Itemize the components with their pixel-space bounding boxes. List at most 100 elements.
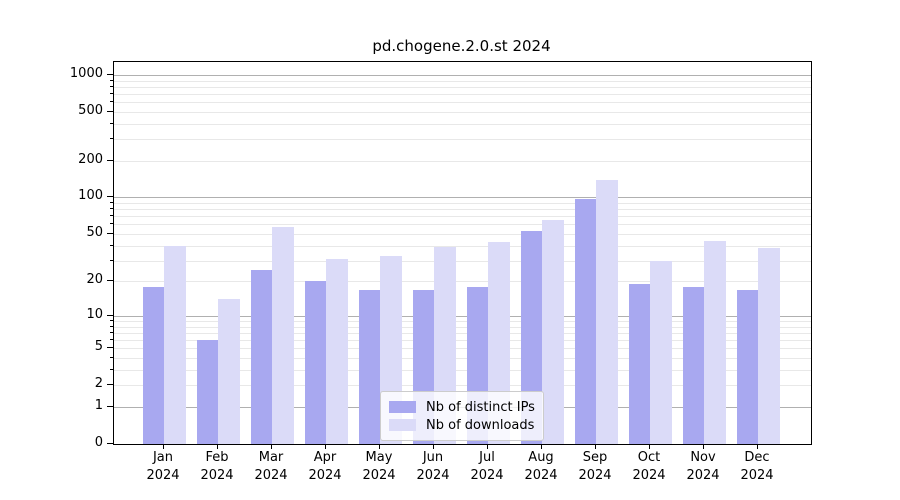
y-tick-label: 20 (86, 272, 103, 288)
y-minor-tick (110, 331, 113, 333)
minor-gridline (114, 233, 811, 235)
y-tick (107, 384, 113, 386)
x-tick-label: May 2024 (362, 450, 396, 483)
y-minor-tick (110, 85, 113, 87)
minor-gridline (114, 321, 811, 322)
major-gridline (114, 315, 811, 317)
bar-distinct-ips (574, 199, 596, 444)
y-tick (107, 347, 113, 349)
y-minor-tick (110, 368, 113, 370)
major-gridline (114, 74, 811, 76)
minor-gridline (114, 245, 811, 247)
bar-distinct-ips (196, 340, 218, 444)
y-minor-tick (110, 259, 113, 261)
y-tick-label: 100 (78, 188, 103, 204)
chart-title: pd.chogene.2.0.st 2024 (372, 37, 551, 55)
y-tick-label: 500 (78, 102, 103, 118)
x-tick (703, 444, 704, 449)
minor-gridline (114, 340, 811, 342)
bar-distinct-ips (520, 230, 542, 444)
y-tick-label: 0 (94, 435, 103, 450)
legend-item-distinct-ips: Nb of distinct IPs (389, 398, 535, 416)
y-tick-label: 200 (78, 151, 103, 167)
minor-gridline (114, 358, 811, 360)
x-tick (649, 444, 650, 449)
x-tick (325, 444, 326, 449)
bar-downloads (650, 260, 672, 444)
bar-distinct-ips (358, 289, 380, 444)
y-tick (107, 443, 113, 444)
minor-gridline (114, 111, 811, 113)
y-tick-label: 10 (86, 306, 103, 322)
minor-gridline (114, 260, 811, 262)
minor-gridline (114, 224, 811, 226)
legend: Nb of distinct IPs Nb of downloads (380, 391, 544, 441)
y-minor-tick (110, 215, 113, 217)
x-tick (433, 444, 434, 449)
bar-downloads (704, 240, 726, 444)
y-tick-label: 1 (94, 397, 103, 413)
minor-gridline (114, 332, 811, 334)
x-tick-label: Oct 2024 (632, 450, 666, 483)
y-tick (107, 232, 113, 234)
x-tick-label: Jul 2024 (470, 450, 504, 483)
minor-gridline (114, 348, 811, 350)
bar-distinct-ips (304, 281, 326, 444)
y-minor-tick (110, 202, 113, 204)
bar-distinct-ips (250, 269, 272, 444)
major-gridline (114, 197, 811, 199)
y-tick (107, 196, 113, 198)
bar-downloads (542, 220, 564, 444)
x-tick (541, 444, 542, 449)
minor-gridline (114, 326, 811, 328)
y-minor-tick (110, 325, 113, 327)
minor-gridline (114, 93, 811, 95)
x-tick (757, 444, 758, 449)
y-tick-label: 1000 (69, 65, 103, 81)
y-minor-tick (110, 244, 113, 246)
x-tick-label: Jan 2024 (146, 450, 180, 483)
x-tick-label: Dec 2024 (740, 450, 774, 483)
y-tick-label: 5 (94, 339, 103, 355)
minor-gridline (114, 123, 811, 125)
bar-downloads (272, 227, 294, 444)
x-tick-label: Apr 2024 (308, 450, 342, 483)
minor-gridline (114, 385, 811, 387)
y-minor-tick (110, 357, 113, 359)
y-minor-tick (110, 92, 113, 94)
minor-gridline (114, 86, 811, 88)
minor-gridline (114, 203, 811, 205)
bar-distinct-ips (736, 289, 758, 444)
y-tick (107, 110, 113, 112)
minor-gridline (114, 281, 811, 283)
bar-downloads (758, 248, 780, 444)
y-minor-tick (110, 101, 113, 103)
bar-downloads (596, 179, 618, 444)
x-tick (595, 444, 596, 449)
y-tick-label: 50 (86, 224, 103, 240)
y-tick (107, 280, 113, 282)
x-tick (379, 444, 380, 449)
legend-swatch-distinct-ips (389, 401, 416, 413)
legend-label-distinct-ips: Nb of distinct IPs (426, 399, 535, 415)
minor-gridline (114, 160, 811, 162)
legend-item-downloads: Nb of downloads (389, 416, 535, 434)
minor-gridline (114, 139, 811, 141)
legend-swatch-downloads (389, 419, 416, 431)
x-tick-label: Aug 2024 (524, 450, 558, 483)
x-tick (487, 444, 488, 449)
y-tick-label: 2 (94, 376, 103, 392)
legend-label-downloads: Nb of downloads (426, 417, 535, 433)
x-tick (163, 444, 164, 449)
bar-distinct-ips (682, 286, 704, 444)
plot-area (113, 61, 812, 445)
y-minor-tick (110, 320, 113, 321)
minor-gridline (114, 216, 811, 218)
minor-gridline (114, 209, 811, 211)
bar-downloads (164, 245, 186, 444)
y-minor-tick (110, 122, 113, 124)
minor-gridline (114, 369, 811, 371)
y-tick (107, 73, 113, 75)
y-tick (107, 405, 113, 407)
